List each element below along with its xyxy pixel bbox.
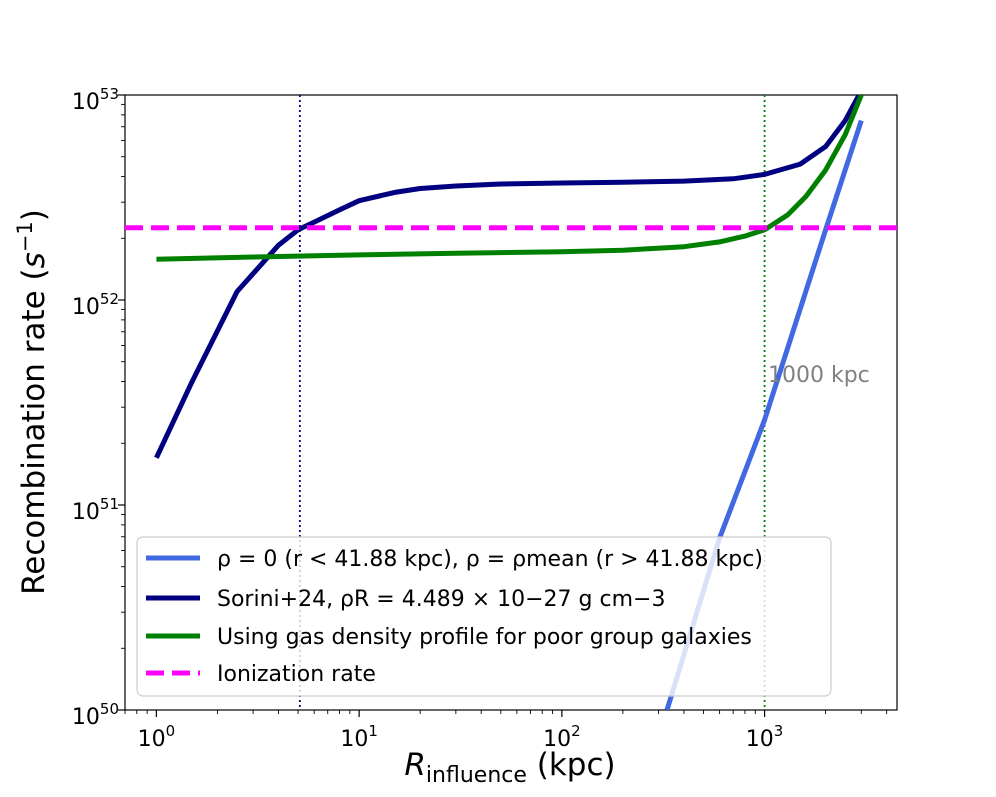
x-axis-minor-ticks [124,710,888,714]
x-axis-ticks: 100 101 102 103 [138,710,784,752]
legend: ρ = 0 (r < 41.88 kpc), ρ = ρmean (r > 41… [136,536,832,697]
series-line-sorini [154,95,862,459]
x-tick-label: 102 [543,722,581,752]
x-axis-title: Rinfluence (kpc) [404,747,615,788]
legend-label-ionization-rate: Ionization rate [217,662,376,687]
y-tick-label: 1051 [72,495,119,525]
x-tick-label: 101 [340,722,378,752]
legend-box [136,536,832,697]
y-axis-ticks: 1050 1051 1052 1053 [72,85,125,730]
y-axis-title: Recombination rate (s−1) [13,209,52,595]
y-tick-label: 1050 [72,700,119,730]
series-line-poor-group [156,95,864,262]
annotation-1000kpc: 1000 kpc [768,363,870,388]
legend-label-poor-group: Using gas density profile for poor group… [217,625,752,650]
x-tick-label: 100 [138,722,176,752]
y-axis-minor-ticks [121,103,125,649]
y-tick-label: 1053 [72,85,119,115]
legend-label-rho0-mean: ρ = 0 (r < 41.88 kpc), ρ = ρmean (r > 41… [217,547,763,572]
x-tick-label: 103 [746,722,784,752]
y-tick-label: 1052 [72,290,119,320]
legend-label-sorini: Sorini+24, ρR = 4.489 × 10−27 g cm−3 [217,587,665,612]
